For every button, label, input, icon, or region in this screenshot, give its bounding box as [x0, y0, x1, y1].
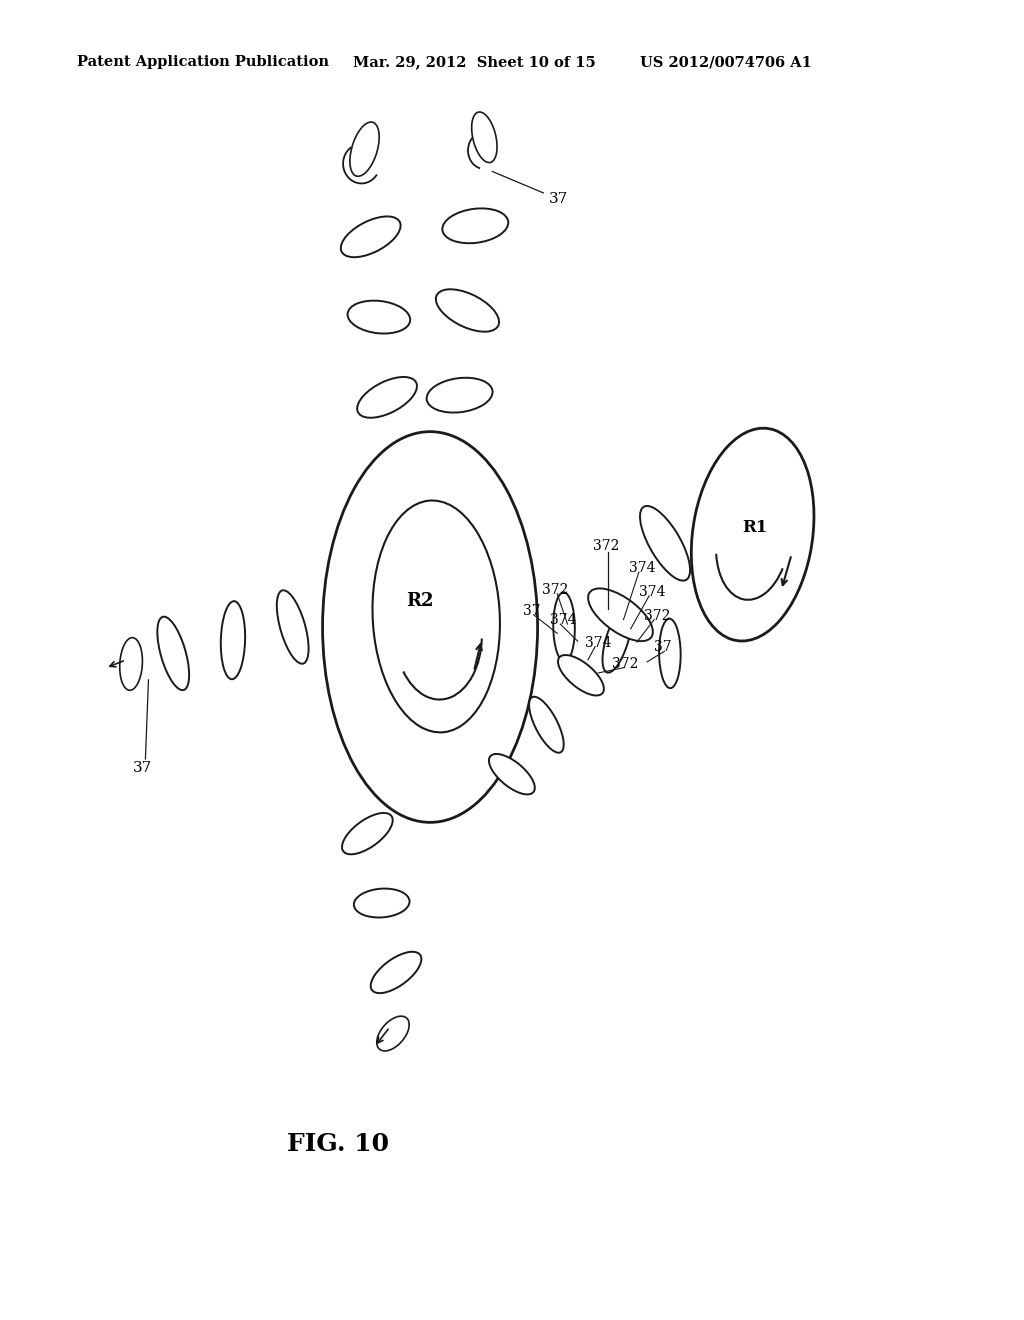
Ellipse shape	[472, 112, 497, 162]
Ellipse shape	[371, 952, 422, 993]
Text: US 2012/0074706 A1: US 2012/0074706 A1	[640, 55, 812, 70]
Ellipse shape	[221, 601, 245, 680]
Text: 37: 37	[133, 762, 153, 775]
Ellipse shape	[373, 500, 500, 733]
Ellipse shape	[357, 378, 417, 417]
Ellipse shape	[488, 754, 535, 795]
Text: 374: 374	[585, 635, 611, 649]
Text: 372: 372	[644, 609, 671, 623]
Text: R1: R1	[742, 520, 767, 536]
Ellipse shape	[350, 121, 379, 177]
Text: 372: 372	[542, 582, 568, 597]
Text: 374: 374	[629, 561, 655, 576]
Ellipse shape	[436, 289, 499, 331]
Text: 374: 374	[550, 612, 577, 627]
Text: 37: 37	[493, 172, 568, 206]
Ellipse shape	[158, 616, 189, 690]
Ellipse shape	[427, 378, 493, 413]
Ellipse shape	[602, 607, 632, 673]
Text: 37: 37	[654, 640, 672, 655]
Ellipse shape	[342, 813, 393, 854]
Ellipse shape	[640, 506, 690, 581]
Text: 372: 372	[593, 539, 620, 553]
Ellipse shape	[659, 619, 681, 688]
Ellipse shape	[341, 216, 400, 257]
Ellipse shape	[120, 638, 142, 690]
Ellipse shape	[276, 590, 308, 664]
Text: 372: 372	[611, 656, 638, 671]
Text: Mar. 29, 2012  Sheet 10 of 15: Mar. 29, 2012 Sheet 10 of 15	[353, 55, 596, 70]
Ellipse shape	[558, 655, 604, 696]
Ellipse shape	[553, 593, 574, 661]
Text: 37: 37	[523, 603, 541, 618]
Ellipse shape	[323, 432, 538, 822]
Ellipse shape	[347, 301, 411, 334]
Text: 374: 374	[639, 585, 666, 599]
Ellipse shape	[588, 589, 653, 642]
Ellipse shape	[442, 209, 508, 243]
Text: FIG. 10: FIG. 10	[287, 1133, 389, 1156]
Ellipse shape	[377, 1016, 410, 1051]
Ellipse shape	[691, 428, 814, 642]
Ellipse shape	[354, 888, 410, 917]
Text: Patent Application Publication: Patent Application Publication	[77, 55, 329, 70]
Text: R2: R2	[407, 591, 433, 610]
Ellipse shape	[529, 697, 564, 752]
